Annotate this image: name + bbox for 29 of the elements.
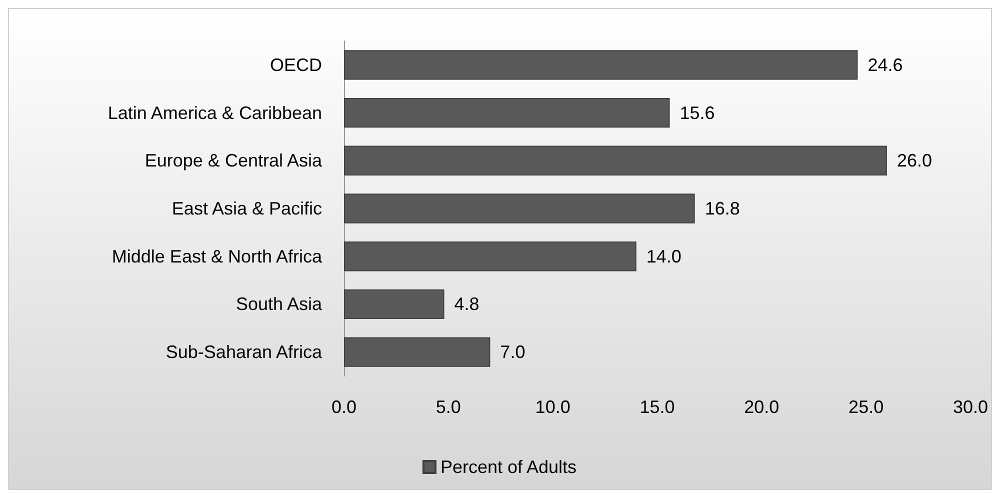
bar	[344, 50, 858, 80]
bar	[344, 98, 670, 128]
x-tick-label: 25.0	[848, 397, 884, 417]
bar	[344, 242, 636, 272]
y-tick-label: OECD	[270, 54, 322, 75]
data-label: 26.0	[896, 150, 932, 171]
x-tick-label: 10.0	[535, 397, 570, 417]
y-tick-label: Latin America & Caribbean	[108, 102, 322, 123]
y-tick-label: Europe & Central Asia	[144, 150, 323, 171]
y-tick-label: Sub-Saharan Africa	[166, 342, 323, 362]
legend-label: Percent of Adults	[440, 457, 577, 477]
bar	[344, 289, 444, 320]
bar	[344, 146, 887, 176]
data-label: 4.8	[454, 294, 480, 314]
bar	[344, 337, 490, 367]
x-tick-label: 5.0	[436, 397, 461, 417]
y-tick-label: East Asia & Pacific	[172, 198, 322, 218]
data-label: 7.0	[500, 342, 526, 362]
data-label: 15.6	[680, 102, 715, 123]
y-tick-label: South Asia	[236, 294, 323, 314]
x-tick-label: 30.0	[952, 397, 988, 417]
data-label: 14.0	[646, 246, 682, 266]
data-label: 24.6	[868, 54, 903, 75]
x-tick-label: 15.0	[640, 397, 675, 417]
data-label: 16.8	[704, 198, 740, 218]
y-tick-label: Middle East & North Africa	[112, 246, 323, 266]
bar	[344, 194, 695, 224]
x-tick-label: 0.0	[331, 397, 357, 417]
x-tick-label: 20.0	[744, 397, 780, 417]
